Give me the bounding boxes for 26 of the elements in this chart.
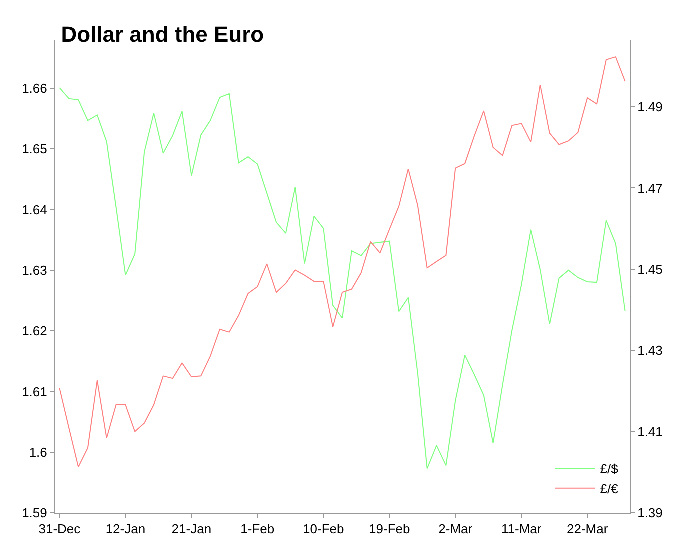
chart-title: Dollar and the Euro <box>61 22 264 47</box>
x-tick-label: 10-Feb <box>303 522 344 537</box>
y-tick-label: 1.63 <box>22 262 48 278</box>
x-tick-label: 11-Mar <box>501 522 542 537</box>
y2-tick-label: 1.43 <box>638 343 663 358</box>
y2-tick-label: 1.45 <box>638 262 663 277</box>
x-tick-label: 31-Dec <box>38 522 82 537</box>
y-tick-label: 1.62 <box>22 324 48 339</box>
y2-tick-label: 1.39 <box>638 506 663 521</box>
y2-tick-label: 1.47 <box>638 180 663 196</box>
x-tick-label: 22-Mar <box>566 522 609 537</box>
y-tick-label: 1.61 <box>22 384 48 400</box>
y-tick-label: 1.65 <box>22 142 48 157</box>
y2-tick-label: 1.49 <box>638 100 663 115</box>
y-tick-label: 1.66 <box>22 81 48 96</box>
x-tick-label: 1-Feb <box>240 522 275 537</box>
legend-label: £/$ <box>600 462 620 477</box>
y2-tick-label: 1.41 <box>638 424 663 440</box>
x-tick-label: 2-Mar <box>438 522 474 537</box>
y-tick-label: 1.59 <box>22 506 48 521</box>
x-tick-label: 12-Jan <box>106 522 146 537</box>
y-tick-label: 1.64 <box>22 202 48 218</box>
x-tick-label: 19-Feb <box>369 522 410 537</box>
x-tick-label: 21-Jan <box>172 522 212 537</box>
legend-label: £/€ <box>600 481 620 496</box>
y-tick-label: 1.6 <box>29 444 48 460</box>
